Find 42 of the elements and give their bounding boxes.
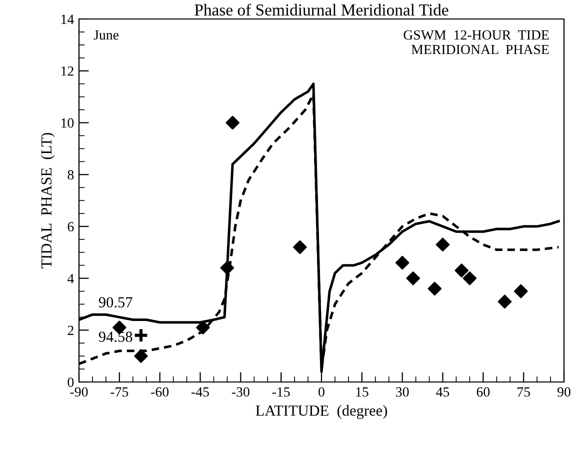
y-tick-label: 4 — [67, 274, 74, 284]
point — [498, 294, 512, 309]
y-tick-label: 0 — [68, 378, 74, 387]
annotation: June — [94, 30, 119, 40]
x-tick-label: 75 — [518, 387, 530, 397]
x-tick-label: -75 — [110, 387, 128, 397]
x-tick-label: 90 — [558, 387, 570, 397]
x-axis-title: LATITUDE (degree) — [256, 405, 387, 419]
point — [514, 284, 528, 298]
point — [436, 238, 450, 252]
point — [454, 264, 469, 278]
x-tick-label: 45 — [436, 387, 450, 397]
x-tick-label: -30 — [232, 387, 250, 397]
y-tick-label: 10 — [61, 118, 74, 128]
y-tick-label: 2 — [68, 326, 74, 335]
y-tick-label: 8 — [68, 170, 74, 180]
x-tick-label: 30 — [396, 387, 409, 397]
annotation: GSWM 12-HOUR TIDE MERIDIONAL PHASE — [404, 30, 549, 54]
annotation: 90.57 — [98, 297, 132, 308]
point — [395, 256, 410, 270]
point — [462, 271, 477, 286]
point — [428, 282, 442, 296]
x-tick-label: -60 — [151, 387, 169, 397]
y-tick-label: 12 — [61, 66, 74, 76]
x-tick-label: 60 — [476, 387, 490, 397]
x-tick-label: 0 — [318, 387, 324, 397]
chart-title: Phase of Semidiurnal Meridional Tide — [194, 4, 448, 16]
y-axis-title: TIDAL PHASE (LT) — [40, 132, 55, 268]
point — [134, 349, 148, 363]
x-tick-label: 15 — [356, 387, 368, 397]
y-tick-label: 6 — [68, 222, 74, 232]
x-tick-label: -45 — [192, 387, 209, 397]
annotation: 94.58 — [98, 332, 132, 342]
point — [226, 116, 240, 130]
x-tick-label: -15 — [272, 387, 290, 397]
point — [133, 328, 149, 344]
point — [406, 271, 420, 286]
y-tick-label: 14 — [61, 14, 74, 24]
point — [293, 240, 307, 254]
point — [220, 261, 234, 275]
point — [196, 320, 210, 334]
x-tick-label: -90 — [70, 387, 88, 397]
